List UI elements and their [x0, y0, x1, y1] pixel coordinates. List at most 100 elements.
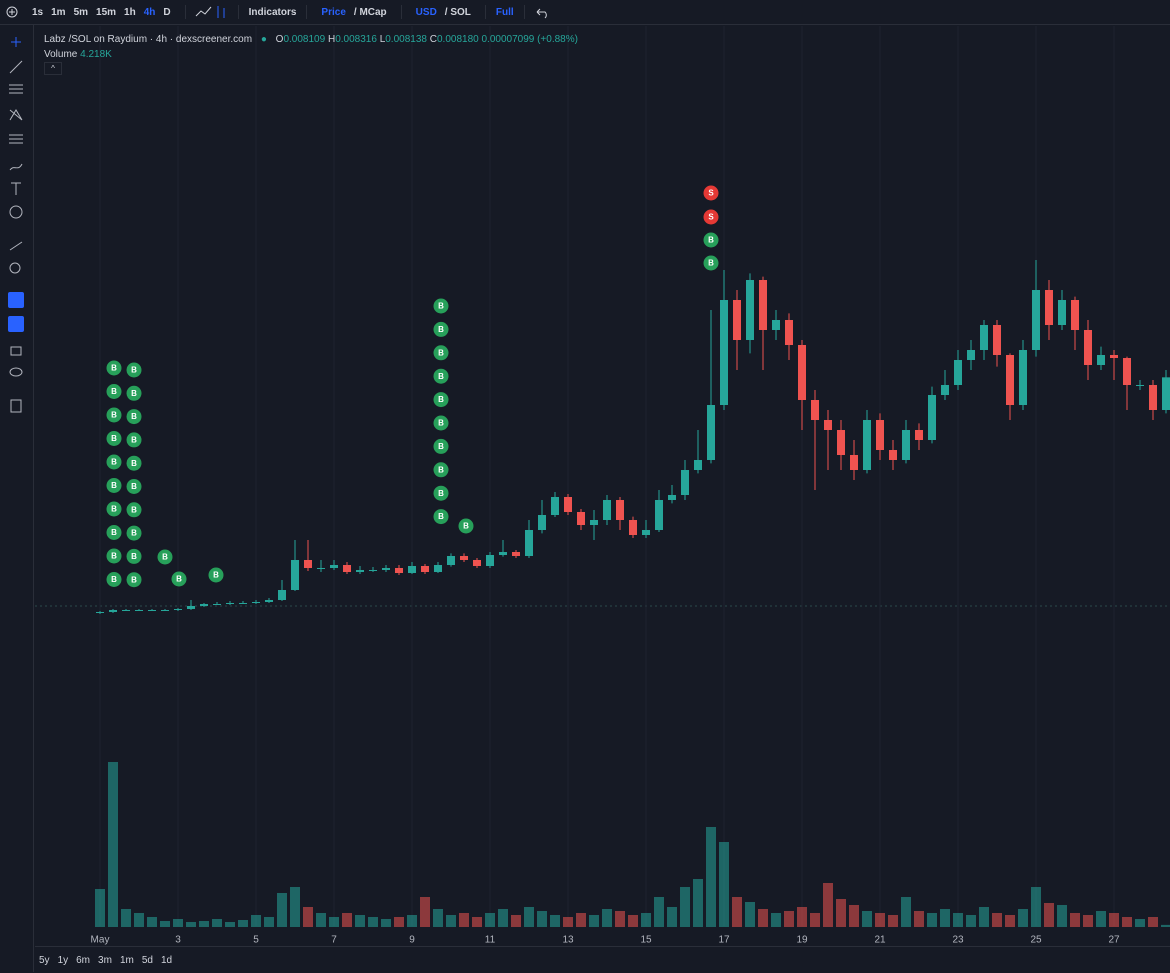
- volume-bar: [355, 915, 365, 927]
- marker-label: B: [111, 411, 117, 420]
- candle-body: [148, 610, 156, 611]
- x-tick-label: 11: [485, 935, 496, 946]
- volume-bar: [173, 919, 183, 927]
- x-tick-label: 19: [796, 935, 808, 946]
- currency-toggle[interactable]: USD / SOL: [412, 7, 475, 18]
- o-label: O: [275, 34, 284, 45]
- marker-dot: [432, 320, 450, 338]
- volume-bar: [758, 909, 768, 927]
- trade-marker: B: [432, 508, 450, 526]
- volume-bar: [693, 879, 703, 927]
- range-button[interactable]: 5y: [39, 954, 50, 966]
- candle-body: [616, 500, 624, 520]
- range-button[interactable]: 6m: [76, 954, 91, 966]
- candle-body: [655, 500, 663, 530]
- collapse-button[interactable]: ^: [44, 62, 62, 75]
- range-button[interactable]: 3m: [98, 954, 112, 966]
- volume-bar: [264, 917, 274, 927]
- trade-marker: B: [432, 391, 450, 409]
- volume-bar: [810, 913, 820, 927]
- range-button[interactable]: 5d: [141, 954, 153, 966]
- candle-body: [1084, 330, 1092, 365]
- marker-dot: [702, 208, 720, 226]
- candle-body: [590, 520, 598, 525]
- marker-dot: [105, 406, 123, 424]
- trade-marker: B: [125, 361, 143, 379]
- range-button[interactable]: 1m: [119, 954, 134, 966]
- candle-body: [525, 530, 533, 556]
- tool-icons[interactable]: [0, 25, 33, 425]
- interval-button[interactable]: 4h: [143, 6, 156, 18]
- trade-marker: S: [702, 208, 720, 226]
- marker-dot: [105, 477, 123, 494]
- candle-body: [668, 495, 676, 500]
- intervals: 1s 1m 5m 15m 1h 4h D: [28, 7, 175, 18]
- volume-bar: [875, 913, 885, 927]
- volume-bar: [199, 921, 209, 927]
- marker-dot: [207, 566, 225, 584]
- x-tick-label: 15: [640, 935, 652, 946]
- chart-type-icon[interactable]: [192, 2, 232, 22]
- chart: May 3 5 7 9 11 13 15 17 19 21 23 25 27 B B B B B B B B B B B B B B B…: [35, 26, 1170, 946]
- marker-label: B: [111, 505, 117, 514]
- volume-bar: [1018, 909, 1028, 927]
- candle-body: [720, 300, 728, 405]
- candle-body: [1045, 290, 1053, 325]
- trade-marker: B: [105, 453, 123, 471]
- marker-label: B: [131, 412, 137, 421]
- interval-button[interactable]: 5m: [73, 6, 89, 18]
- trade-marker: B: [207, 566, 225, 584]
- trade-marker: B: [125, 384, 143, 402]
- price-toggle[interactable]: Price / MCap: [317, 7, 390, 18]
- volume-bar: [1148, 917, 1158, 927]
- candle-body: [291, 560, 299, 590]
- volume-bar: [1044, 903, 1054, 927]
- interval-button[interactable]: 1h: [124, 6, 136, 18]
- volume-bar: [1109, 913, 1119, 927]
- candle-body: [694, 460, 702, 470]
- candle-body: [200, 604, 208, 606]
- marker-label: B: [111, 552, 117, 561]
- volume-bar: [472, 917, 482, 927]
- symbol-title: Labz /SOL on Raydium · 4h · dexscreener.…: [44, 34, 253, 45]
- volume-bar: [680, 887, 690, 927]
- volume-label: Volume: [44, 49, 78, 60]
- candle-body: [278, 590, 286, 600]
- range-button[interactable]: 1d: [160, 954, 173, 966]
- range-button[interactable]: 1y: [57, 954, 69, 966]
- volume-bar: [992, 913, 1002, 927]
- marker-label: B: [111, 575, 117, 584]
- add-symbol-icon[interactable]: [0, 0, 24, 24]
- top-toolbar: 1s 1m 5m 15m 1h 4h D Indicators Price / MCap US…: [0, 0, 1170, 25]
- interval-button[interactable]: 15m: [96, 6, 117, 18]
- candle-body: [1110, 355, 1118, 358]
- candle-body: [954, 360, 962, 385]
- marker-label: B: [708, 236, 714, 245]
- indicators-button[interactable]: Indicators: [248, 6, 297, 18]
- marker-dot: [432, 297, 450, 315]
- trade-marker: B: [432, 297, 450, 315]
- candle-body: [902, 430, 910, 460]
- x-tick-label: 25: [1030, 935, 1042, 946]
- marker-dot: [156, 548, 174, 566]
- change: 0.00007099 (+0.88%): [481, 34, 578, 45]
- marker-label: B: [438, 395, 444, 404]
- marker-dot: [125, 408, 143, 426]
- interval-button[interactable]: 1m: [51, 6, 66, 18]
- drawing-toolbar: [0, 25, 34, 972]
- separator: [306, 5, 308, 19]
- candle-body: [798, 345, 806, 400]
- trade-marker: B: [125, 571, 143, 589]
- marker-dot: [105, 500, 123, 518]
- volume-bar: [225, 922, 235, 927]
- volume-bar: [524, 907, 534, 927]
- interval-button[interactable]: 1s: [32, 6, 44, 18]
- volume-bar: [563, 917, 573, 927]
- full-button[interactable]: Full: [495, 6, 514, 18]
- candle-body: [109, 610, 117, 612]
- marker-label: B: [438, 372, 444, 381]
- c-label: C: [429, 34, 437, 45]
- undo-redo[interactable]: [531, 2, 571, 22]
- marker-dot: [125, 524, 143, 542]
- interval-button[interactable]: D: [163, 6, 171, 18]
